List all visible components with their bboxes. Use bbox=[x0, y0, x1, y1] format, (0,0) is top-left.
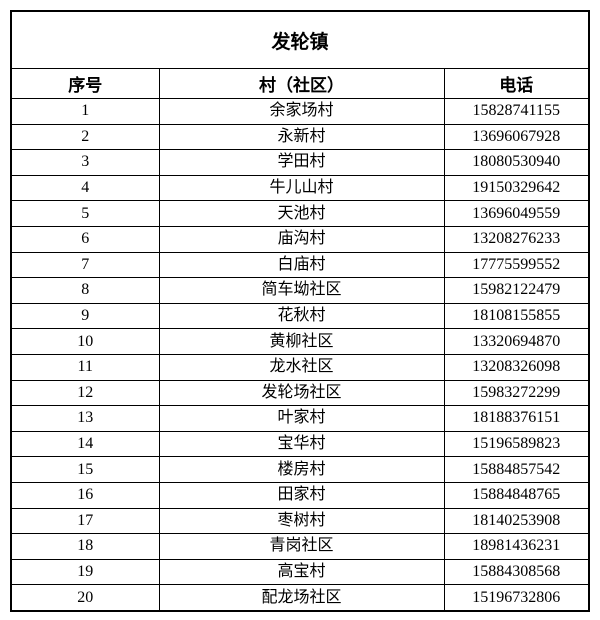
table-row: 9 花秋村 18108155855 bbox=[10, 302, 590, 330]
row-number: 14 bbox=[10, 430, 160, 458]
row-number: 13 bbox=[10, 405, 160, 432]
village-name: 青岗社区 bbox=[158, 533, 445, 560]
row-number: 1 bbox=[10, 98, 160, 125]
phone-number: 15884857542 bbox=[443, 456, 590, 483]
phone-number: 18188376151 bbox=[443, 405, 590, 432]
table-row: 15 楼房村 15884857542 bbox=[10, 456, 590, 483]
row-number: 11 bbox=[10, 353, 160, 381]
village-name: 花秋村 bbox=[158, 302, 445, 330]
table-row: 7 白庙村 17775599552 bbox=[10, 251, 590, 279]
village-name: 永新村 bbox=[158, 123, 445, 151]
phone-number: 17775599552 bbox=[443, 251, 590, 279]
phone-number: 13208276233 bbox=[443, 225, 590, 253]
table-row: 6 庙沟村 13208276233 bbox=[10, 225, 590, 253]
row-number: 19 bbox=[10, 558, 160, 586]
village-name: 黄柳社区 bbox=[158, 328, 445, 355]
table-row: 4 牛儿山村 19150329642 bbox=[10, 174, 590, 202]
table-row: 10 黄柳社区 13320694870 bbox=[10, 328, 590, 355]
table-row: 19 高宝村 15884308568 bbox=[10, 558, 590, 586]
row-number: 9 bbox=[10, 302, 160, 330]
village-name: 天池村 bbox=[158, 200, 445, 227]
row-number: 17 bbox=[10, 507, 160, 535]
phone-number: 18080530940 bbox=[443, 149, 590, 176]
row-number: 10 bbox=[10, 328, 160, 355]
phone-number: 18981436231 bbox=[443, 533, 590, 560]
village-name: 庙沟村 bbox=[158, 225, 445, 253]
column-header: 村（社区） bbox=[158, 68, 445, 99]
village-name: 牛儿山村 bbox=[158, 174, 445, 202]
row-number: 7 bbox=[10, 251, 160, 279]
table-row: 2 永新村 13696067928 bbox=[10, 123, 590, 151]
village-name: 田家村 bbox=[158, 481, 445, 509]
phone-number: 13696049559 bbox=[443, 200, 590, 227]
village-name: 叶家村 bbox=[158, 405, 445, 432]
header-row: 序号 村（社区） 电话 bbox=[10, 68, 590, 99]
table-row: 11 龙水社区 13208326098 bbox=[10, 353, 590, 381]
phone-number: 15196589823 bbox=[443, 430, 590, 458]
village-name: 白庙村 bbox=[158, 251, 445, 279]
row-number: 5 bbox=[10, 200, 160, 227]
village-name: 余家场村 bbox=[158, 98, 445, 125]
village-name: 龙水社区 bbox=[158, 353, 445, 381]
village-name: 学田村 bbox=[158, 149, 445, 176]
table-row: 17 枣树村 18140253908 bbox=[10, 507, 590, 535]
phone-number: 13696067928 bbox=[443, 123, 590, 151]
table-row: 8 简车坳社区 15982122479 bbox=[10, 277, 590, 304]
column-header: 电话 bbox=[443, 68, 590, 99]
row-number: 4 bbox=[10, 174, 160, 202]
phone-number: 18140253908 bbox=[443, 507, 590, 535]
row-number: 15 bbox=[10, 456, 160, 483]
contact-table: 发轮镇 序号 村（社区） 电话 1 余家场村 15828741155 2 永新村 136960… bbox=[10, 10, 590, 612]
column-header: 序号 bbox=[10, 68, 160, 99]
table-row: 13 叶家村 18188376151 bbox=[10, 405, 590, 432]
table-title: 发轮镇 bbox=[10, 10, 590, 69]
phone-number: 15983272299 bbox=[443, 379, 590, 407]
village-name: 宝华村 bbox=[158, 430, 445, 458]
table-row: 14 宝华村 15196589823 bbox=[10, 430, 590, 458]
table-row: 20 配龙场社区 15196732806 bbox=[10, 584, 590, 612]
phone-number: 15982122479 bbox=[443, 277, 590, 304]
phone-number: 15884308568 bbox=[443, 558, 590, 586]
village-name: 发轮场社区 bbox=[158, 379, 445, 407]
row-number: 2 bbox=[10, 123, 160, 151]
phone-number: 18108155855 bbox=[443, 302, 590, 330]
village-name: 楼房村 bbox=[158, 456, 445, 483]
village-name: 配龙场社区 bbox=[158, 584, 445, 612]
phone-number: 15828741155 bbox=[443, 98, 590, 125]
phone-number: 15196732806 bbox=[443, 584, 590, 612]
row-number: 3 bbox=[10, 149, 160, 176]
row-number: 16 bbox=[10, 481, 160, 509]
table-row: 3 学田村 18080530940 bbox=[10, 149, 590, 176]
village-name: 简车坳社区 bbox=[158, 277, 445, 304]
row-number: 8 bbox=[10, 277, 160, 304]
table-row: 12 发轮场社区 15983272299 bbox=[10, 379, 590, 407]
phone-number: 13320694870 bbox=[443, 328, 590, 355]
table-row: 1 余家场村 15828741155 bbox=[10, 98, 590, 125]
row-number: 12 bbox=[10, 379, 160, 407]
row-number: 6 bbox=[10, 225, 160, 253]
village-name: 高宝村 bbox=[158, 558, 445, 586]
row-number: 18 bbox=[10, 533, 160, 560]
village-name: 枣树村 bbox=[158, 507, 445, 535]
table-row: 18 青岗社区 18981436231 bbox=[10, 533, 590, 560]
phone-number: 13208326098 bbox=[443, 353, 590, 381]
phone-number: 15884848765 bbox=[443, 481, 590, 509]
table-row: 16 田家村 15884848765 bbox=[10, 481, 590, 509]
phone-number: 19150329642 bbox=[443, 174, 590, 202]
row-number: 20 bbox=[10, 584, 160, 612]
table-row: 5 天池村 13696049559 bbox=[10, 200, 590, 227]
